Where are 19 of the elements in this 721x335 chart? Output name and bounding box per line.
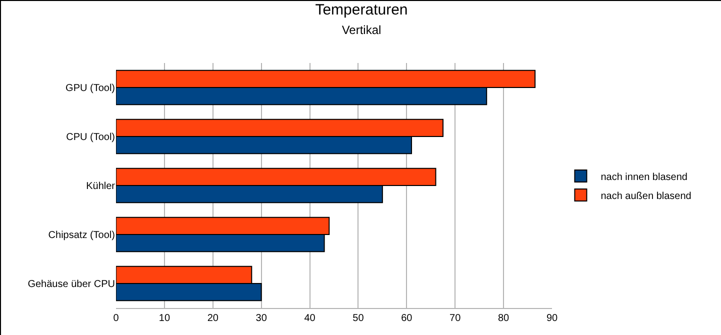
x-tick-label: 80 [498, 313, 510, 324]
y-tick-label: Gehäuse über CPU [28, 279, 115, 290]
x-tick-label: 30 [256, 313, 268, 324]
legend-label: nach innen blasend [600, 172, 688, 183]
x-tick-label: 90 [546, 313, 558, 324]
x-tick-label: 70 [450, 313, 462, 324]
chart-subtitle: Vertikal [342, 22, 382, 37]
x-tick-label: 60 [401, 313, 413, 324]
legend-label: nach außen blasend [600, 190, 692, 202]
y-tick-label: CPU (Tool) [66, 132, 115, 143]
chart-title: Temperaturen [315, 1, 408, 18]
x-tick-label: 0 [113, 313, 120, 324]
x-tick-label: 10 [158, 313, 170, 324]
y-tick-label: GPU (Tool) [66, 83, 115, 94]
y-tick-label: Chipsatz (Tool) [48, 230, 115, 241]
x-tick-label: 40 [304, 313, 316, 324]
x-tick-label: 50 [352, 313, 364, 324]
x-tick-label: 20 [207, 313, 219, 324]
y-tick-label: Kühler [86, 181, 116, 192]
